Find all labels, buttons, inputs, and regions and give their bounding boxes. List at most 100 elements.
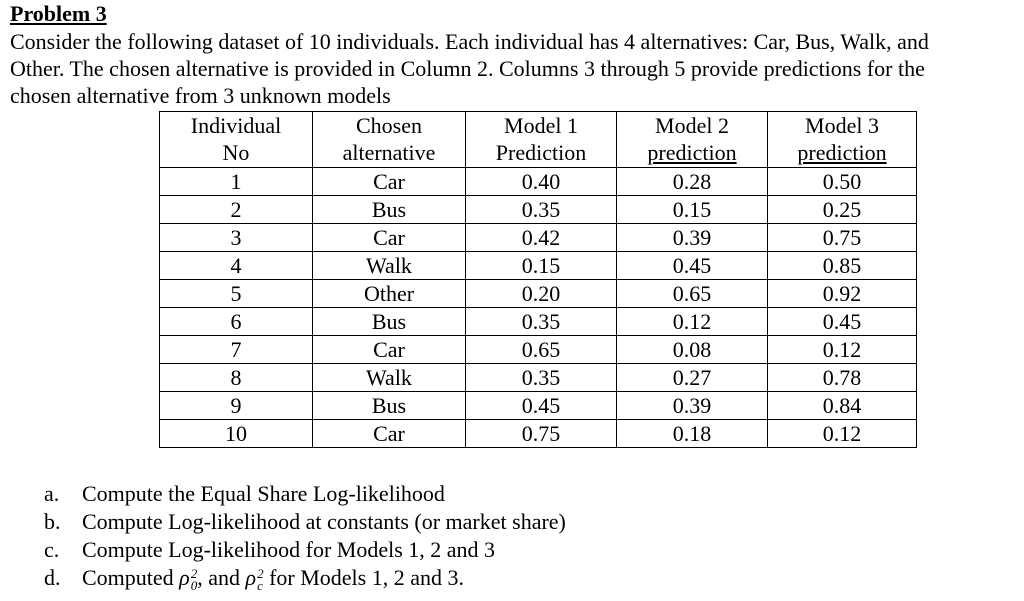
cell-model3-prediction: 0.12 (767, 419, 917, 448)
header-model1: Model 1 (465, 111, 617, 139)
question-letter: a. (44, 481, 60, 506)
cell-model1-prediction: 0.42 (465, 223, 617, 252)
cell-chosen-alternative: Bus (312, 391, 466, 420)
table-row: 9 Bus 0.45 0.39 0.84 (159, 391, 917, 420)
cell-model1-prediction: 0.35 (465, 363, 617, 392)
cell-model1-prediction: 0.35 (465, 307, 617, 336)
cell-model2-prediction: 0.39 (616, 223, 768, 252)
question-text: Compute the Equal Share Log-likelihood (82, 481, 445, 506)
table-body: 1 Car 0.40 0.28 0.50 2 Bus 0.35 0.15 0.25 3 Car 0.42… (159, 167, 917, 448)
cell-model1-prediction: 0.75 (465, 419, 617, 448)
cell-chosen-alternative: Car (312, 223, 466, 252)
cell-model3-prediction: 0.84 (767, 391, 917, 420)
cell-model3-prediction: 0.92 (767, 279, 917, 308)
cell-model3-prediction: 0.75 (767, 223, 917, 252)
cell-individual-no: 10 (159, 419, 313, 448)
predictions-table: Individual Chosen Model 1 Model 2 Model … (159, 111, 917, 448)
cell-model1-prediction: 0.40 (465, 167, 617, 196)
table-row: 5 Other 0.20 0.65 0.92 (159, 279, 917, 308)
cell-model3-prediction: 0.85 (767, 251, 917, 280)
cell-model1-prediction: 0.20 (465, 279, 617, 308)
rho-glyph: ρ (179, 565, 190, 590)
cell-chosen-alternative: Walk (312, 251, 466, 280)
cell-chosen-alternative: Bus (312, 195, 466, 224)
question-list: a. Compute the Equal Share Log-likelihoo… (44, 480, 566, 592)
header-chosen: Chosen (312, 111, 466, 139)
cell-individual-no: 2 (159, 195, 313, 224)
cell-model2-prediction: 0.65 (616, 279, 768, 308)
question-text-part: Computed (82, 565, 180, 590)
question-letter: c. (44, 537, 60, 562)
table-row: 4 Walk 0.15 0.45 0.85 (159, 251, 917, 280)
intro-line: Other. The chosen alternative is provide… (10, 56, 925, 81)
cell-model1-prediction: 0.35 (465, 195, 617, 224)
rho-subscript: 0 (190, 577, 198, 593)
cell-model2-prediction: 0.12 (616, 307, 768, 336)
cell-chosen-alternative: Walk (312, 363, 466, 392)
problem-intro: Consider the following dataset of 10 ind… (10, 28, 1020, 109)
table-header-row: No alternative Prediction prediction pre… (159, 139, 917, 168)
cell-model2-prediction: 0.15 (616, 195, 768, 224)
header-chosen-alternative: alternative (312, 139, 466, 168)
cell-individual-no: 8 (159, 363, 313, 392)
cell-individual-no: 1 (159, 167, 313, 196)
question-text-part: for Models 1, 2 and 3. (263, 565, 464, 590)
cell-model2-prediction: 0.28 (616, 167, 768, 196)
header-model3: Model 3 (767, 111, 917, 139)
cell-model2-prediction: 0.08 (616, 335, 768, 364)
cell-individual-no: 7 (159, 335, 313, 364)
table-row: 6 Bus 0.35 0.12 0.45 (159, 307, 917, 336)
table-row: 10 Car 0.75 0.18 0.12 (159, 419, 917, 448)
question-letter: d. (44, 565, 61, 590)
table-row: 8 Walk 0.35 0.27 0.78 (159, 363, 917, 392)
table-row: 2 Bus 0.35 0.15 0.25 (159, 195, 917, 224)
question-item: b. Compute Log-likelihood at constants (… (44, 508, 566, 536)
table-row: 1 Car 0.40 0.28 0.50 (159, 167, 917, 196)
table-row: 3 Car 0.42 0.39 0.75 (159, 223, 917, 252)
rho-subscript: c (257, 577, 263, 593)
cell-model1-prediction: 0.65 (465, 335, 617, 364)
header-model3-prediction: prediction (767, 139, 917, 168)
cell-individual-no: 9 (159, 391, 313, 420)
question-letter: b. (44, 509, 61, 534)
question-text: Compute Log-likelihood at constants (or … (82, 509, 566, 534)
header-model2-prediction: prediction (616, 139, 768, 168)
cell-model3-prediction: 0.50 (767, 167, 917, 196)
cell-chosen-alternative: Car (312, 419, 466, 448)
question-item: c. Compute Log-likelihood for Models 1, … (44, 536, 566, 564)
cell-model1-prediction: 0.45 (465, 391, 617, 420)
header-model1-prediction: Prediction (465, 139, 617, 168)
question-item: a. Compute the Equal Share Log-likelihoo… (44, 480, 566, 508)
cell-individual-no: 4 (159, 251, 313, 280)
cell-individual-no: 5 (159, 279, 313, 308)
cell-model1-prediction: 0.15 (465, 251, 617, 280)
cell-model2-prediction: 0.18 (616, 419, 768, 448)
problem-title: Problem 3 (10, 1, 107, 26)
cell-chosen-alternative: Bus (312, 307, 466, 336)
table-row: 7 Car 0.65 0.08 0.12 (159, 335, 917, 364)
header-individual: Individual (159, 111, 313, 139)
rho-superscript: 2 (257, 565, 264, 581)
cell-model3-prediction: 0.78 (767, 363, 917, 392)
rho-glyph: ρ (245, 565, 257, 590)
intro-line: Consider the following dataset of 10 ind… (10, 29, 929, 54)
cell-chosen-alternative: Other (312, 279, 466, 308)
table-header-row: Individual Chosen Model 1 Model 2 Model … (159, 111, 917, 139)
cell-model2-prediction: 0.27 (616, 363, 768, 392)
cell-chosen-alternative: Car (312, 335, 466, 364)
cell-model3-prediction: 0.12 (767, 335, 917, 364)
question-text-part: , and (197, 565, 246, 590)
rho-superscript: 2 (190, 565, 198, 581)
header-individual-no: No (159, 139, 313, 168)
question-text: Compute Log-likelihood for Models 1, 2 a… (82, 537, 496, 562)
cell-chosen-alternative: Car (312, 167, 466, 196)
cell-individual-no: 3 (159, 223, 313, 252)
cell-model2-prediction: 0.45 (616, 251, 768, 280)
cell-model2-prediction: 0.39 (616, 391, 768, 420)
cell-model3-prediction: 0.25 (767, 195, 917, 224)
